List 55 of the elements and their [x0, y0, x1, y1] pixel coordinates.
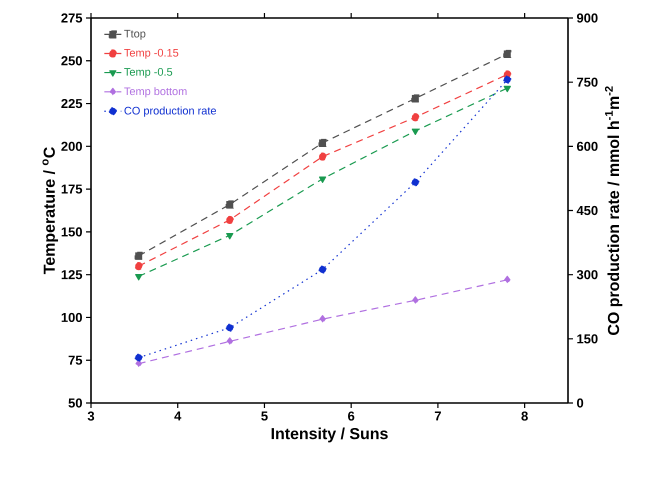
x-tick-label: 7	[434, 412, 441, 420]
y-axis-title: Temperature / $^{o}$C	[42, 147, 58, 274]
y-tick-label: 225	[61, 98, 82, 108]
point	[503, 50, 512, 58]
y-tick-label: 275	[61, 13, 82, 23]
y-tick-label: 50	[68, 398, 82, 408]
point	[135, 360, 142, 368]
point	[226, 200, 234, 209]
y2-axis-title: CO production rate / mmol h$^{-1}$m$^{-2}$	[604, 86, 622, 335]
y2-tick-label: 750	[577, 78, 598, 87]
point	[319, 315, 326, 324]
point	[412, 296, 419, 304]
point	[503, 76, 512, 84]
point	[504, 86, 511, 92]
point	[226, 216, 234, 224]
y2-tick-label: 300	[576, 270, 598, 280]
y-tick-label: 75	[68, 356, 82, 365]
point	[226, 232, 234, 240]
point	[135, 274, 142, 280]
point	[226, 324, 234, 332]
point	[411, 113, 420, 122]
y2-tick-label: 0	[577, 398, 584, 408]
legend-label: Temp bottom	[124, 87, 187, 98]
y-tick-label: 250	[61, 56, 82, 66]
x-tick-label: 5	[261, 412, 268, 421]
y2-tick-label: 450	[576, 206, 598, 216]
y2-tick-label: 600	[576, 142, 598, 151]
x-axis-title: Intensity / Suns	[272, 428, 388, 442]
point	[318, 138, 327, 147]
point	[318, 176, 326, 183]
legend-label: Temp -0.5	[124, 68, 172, 78]
legend-label: Temp -0.15	[124, 48, 178, 59]
point	[411, 178, 420, 186]
y-tick-label: 200	[61, 142, 82, 151]
y-tick-label: 175	[62, 184, 82, 194]
point	[318, 265, 327, 274]
point	[134, 262, 143, 270]
legend-label: CO production rate	[124, 106, 216, 117]
point	[411, 94, 420, 103]
x-tick-label: 6	[348, 412, 354, 421]
point	[504, 276, 511, 284]
point	[134, 252, 143, 260]
y-tick-label: 150	[62, 227, 82, 236]
point	[134, 354, 143, 362]
x-tick-label: 8	[521, 412, 528, 421]
legend-label: Ttop	[124, 30, 146, 40]
y2-tick-label: 900	[576, 13, 598, 23]
point	[318, 152, 327, 161]
y-tick-label: 100	[62, 312, 82, 322]
x-tick-label: 3	[88, 412, 94, 421]
point	[226, 337, 233, 346]
y2-tick-label: 150	[577, 334, 598, 344]
y-tick-label: 125	[62, 270, 82, 280]
point	[412, 128, 419, 136]
x-tick-label: 4	[174, 412, 182, 420]
